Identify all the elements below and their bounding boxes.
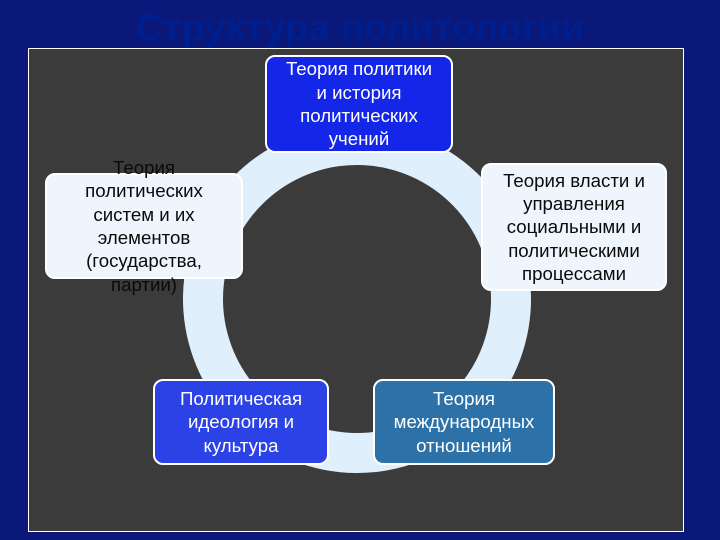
cycle-node-n5: Теория политических систем и их элементо…: [45, 173, 243, 279]
cycle-node-n1: Теория политики и история политических у…: [265, 55, 453, 153]
slide-root: Структура политологии Теория политики и …: [0, 0, 720, 540]
cycle-node-n2: Теория власти и управления социальными и…: [481, 163, 667, 291]
cycle-node-n3: Теория международных отношений: [373, 379, 555, 465]
cycle-node-n4: Политическая идеология и культура: [153, 379, 329, 465]
diagram-panel: Теория политики и история политических у…: [28, 48, 684, 532]
page-title: Структура политологии: [0, 6, 720, 49]
